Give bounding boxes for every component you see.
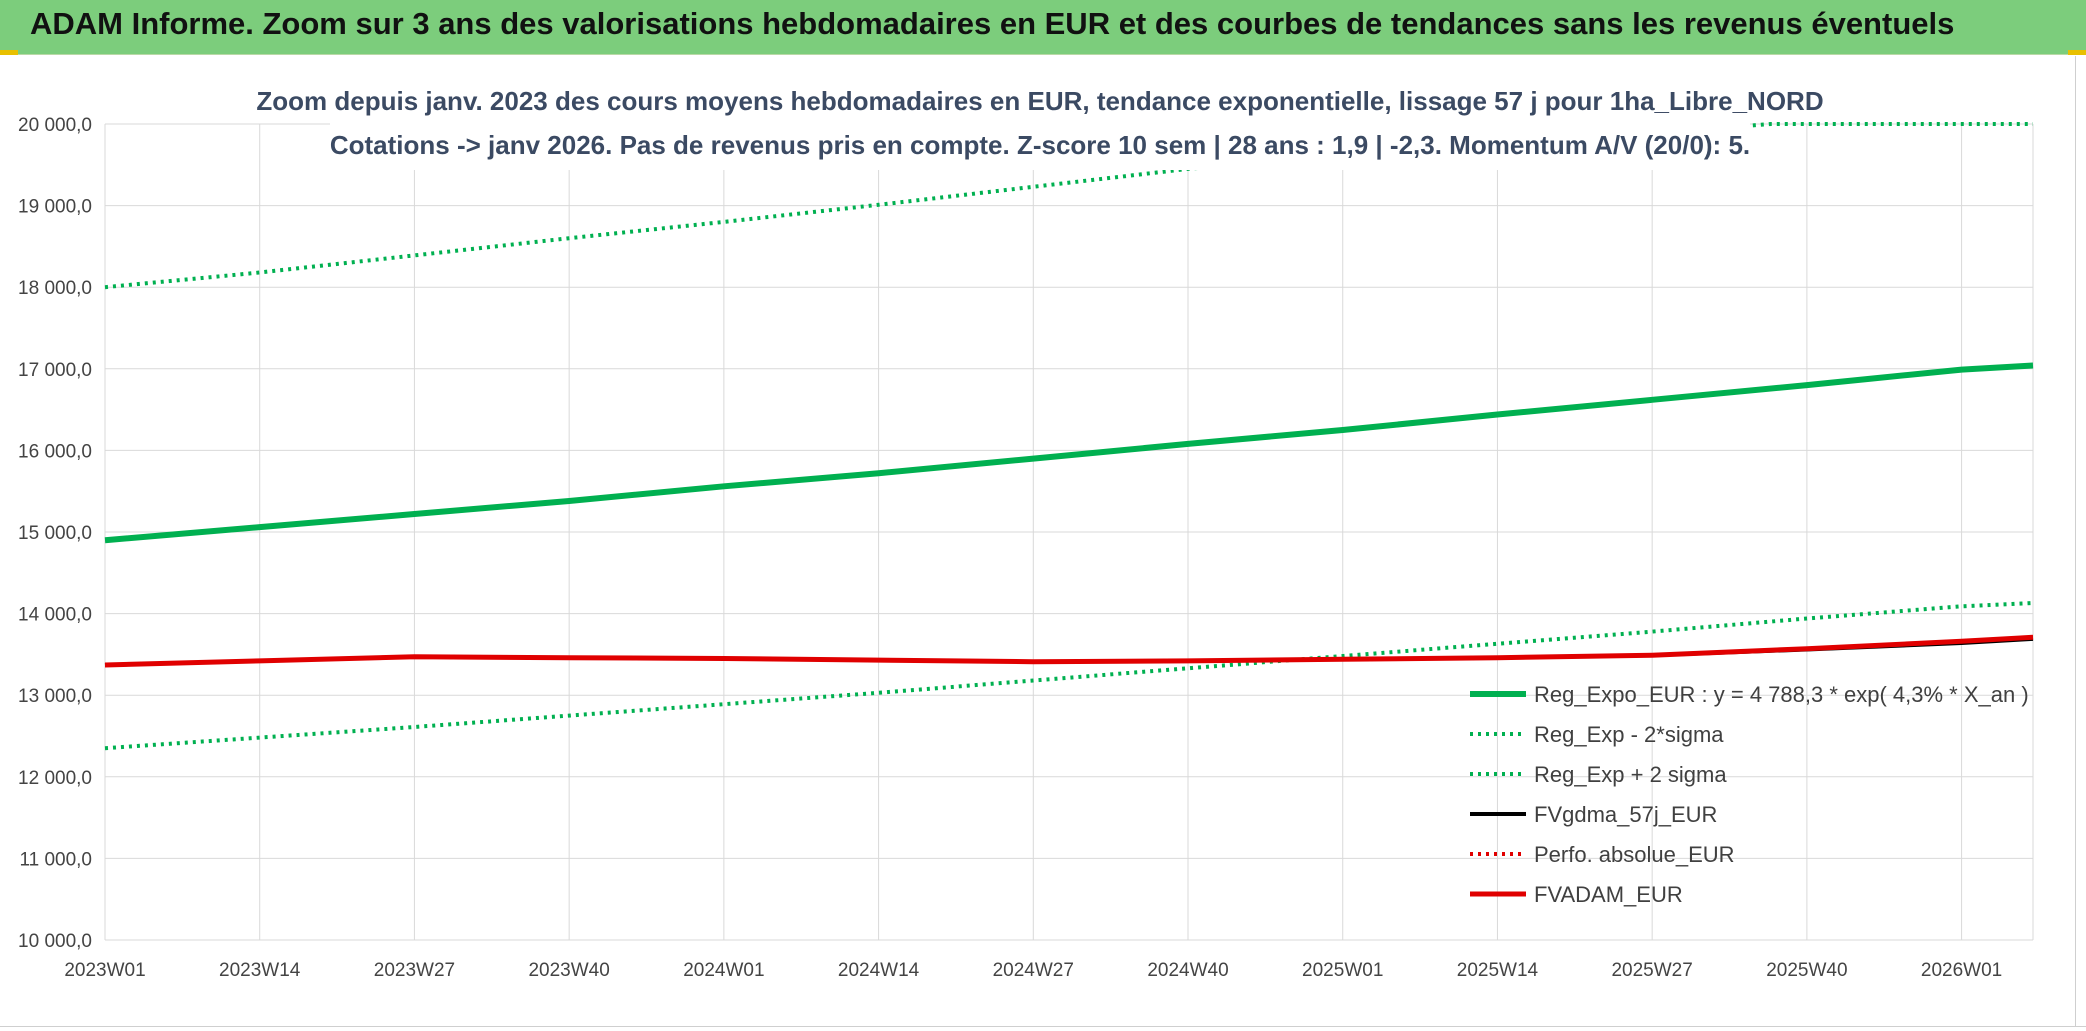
- page-title: ADAM Informe. Zoom sur 3 ans des valoris…: [30, 6, 1955, 41]
- subtitle-background: [330, 80, 1750, 170]
- series-line-1: [104, 601, 2034, 751]
- subtitle-line-2: Cotations -> janv 2026. Pas de revenus p…: [330, 130, 1750, 160]
- y-tick-label: 11 000,0: [19, 849, 92, 870]
- x-tick-label: 2025W01: [1302, 960, 1383, 981]
- legend-label-4: Perfo. absolue_EUR: [1534, 842, 1735, 867]
- series-line-2: [104, 122, 2033, 290]
- legend-label-3: FVgdma_57j_EUR: [1534, 802, 1717, 827]
- legend-label-5: FVADAM_EUR: [1534, 882, 1683, 907]
- x-tick-label: 2024W40: [1147, 960, 1228, 981]
- subtitle-line-1: Zoom depuis janv. 2023 des cours moyens …: [256, 86, 1823, 116]
- x-tick-label: 2025W27: [1611, 960, 1692, 981]
- header-accent-left: [0, 50, 18, 55]
- y-axis-ticks: 10 000,0 11 000,0 12 000,0 13 000,0 14 000,0…: [18, 115, 92, 952]
- y-tick-label: 13 000,0: [18, 686, 92, 707]
- x-tick-label: 2026W01: [1921, 960, 2002, 981]
- x-tick-label: 2024W01: [683, 960, 764, 981]
- x-tick-label: 2024W27: [993, 960, 1074, 981]
- chart-frame-bottom: [0, 1026, 2086, 1027]
- y-tick-label: 17 000,0: [18, 360, 92, 381]
- x-tick-label: 2023W27: [374, 960, 455, 981]
- x-tick-label: 2023W14: [219, 960, 301, 981]
- legend: Reg_Expo_EUR : y = 4 788,3 * exp( 4,3% *…: [1470, 682, 2029, 907]
- x-tick-label: 2024W14: [838, 960, 920, 981]
- x-tick-label: 2025W14: [1457, 960, 1539, 981]
- y-tick-label: 20 000,0: [18, 115, 92, 136]
- legend-label-0: Reg_Expo_EUR : y = 4 788,3 * exp( 4,3% *…: [1534, 682, 2029, 707]
- series-lines: [104, 122, 2034, 751]
- series-line-0: [104, 362, 2034, 544]
- y-tick-label: 14 000,0: [18, 605, 92, 626]
- header-accent-right: [2068, 50, 2086, 55]
- y-tick-label: 10 000,0: [18, 931, 92, 952]
- grid-lines: [104, 123, 2034, 941]
- chart-subtitle: Zoom depuis janv. 2023 des cours moyens …: [256, 80, 1824, 170]
- legend-label-2: Reg_Exp + 2 sigma: [1534, 762, 1727, 787]
- chart-frame-right: [2075, 56, 2076, 1026]
- y-tick-label: 12 000,0: [18, 768, 92, 789]
- y-tick-label: 18 000,0: [18, 278, 92, 299]
- legend-label-1: Reg_Exp - 2*sigma: [1534, 722, 1724, 747]
- series-line-5: [104, 634, 2034, 668]
- y-tick-label: 15 000,0: [18, 523, 92, 544]
- x-tick-label: 2023W01: [64, 960, 145, 981]
- y-tick-label: 16 000,0: [18, 441, 92, 462]
- header-bar: ADAM Informe. Zoom sur 3 ans des valoris…: [0, 0, 2086, 55]
- x-tick-label: 2023W40: [528, 960, 609, 981]
- x-axis-ticks: 2023W01 2023W14 2023W27 2023W40 2024W01 2024W…: [64, 960, 2002, 981]
- y-tick-label: 19 000,0: [18, 197, 92, 218]
- x-tick-label: 2025W40: [1766, 960, 1847, 981]
